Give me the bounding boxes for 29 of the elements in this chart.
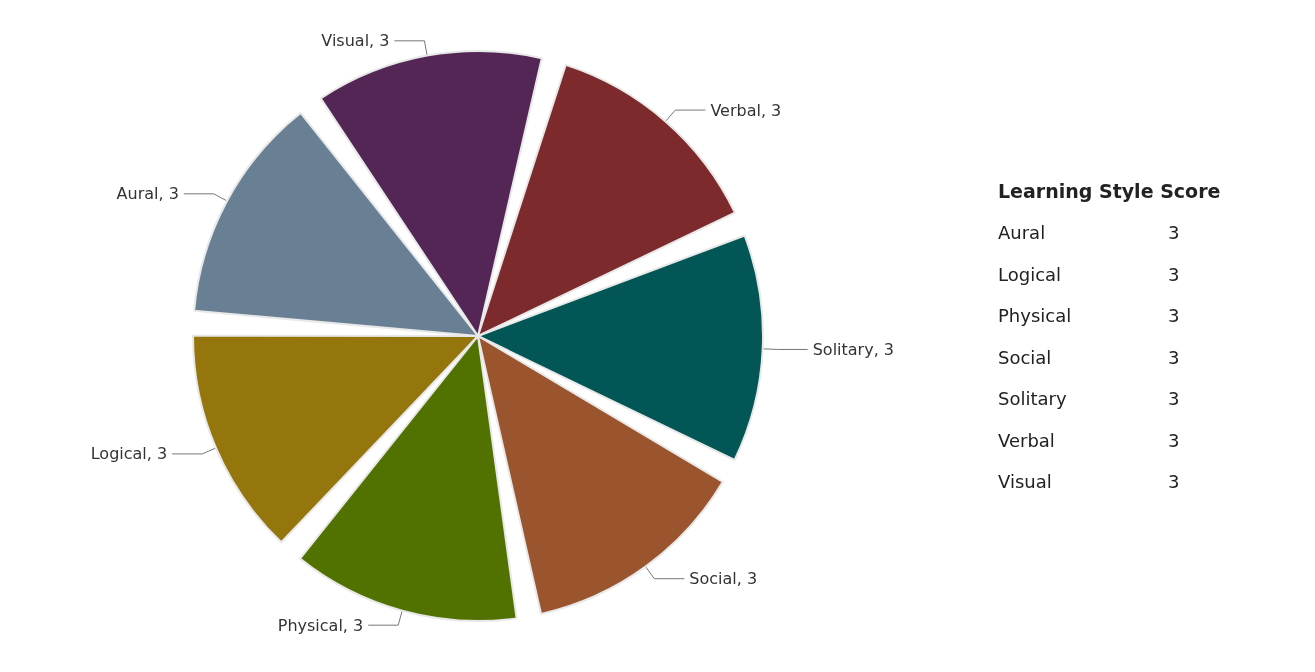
category-label: Physical xyxy=(998,304,1073,329)
data-label: 3 xyxy=(1168,387,1180,412)
data-label: 3 xyxy=(1168,221,1180,246)
data-label: , 3 xyxy=(158,184,179,204)
slice-label: Aural xyxy=(116,184,159,204)
category-label: Aural xyxy=(998,221,1047,246)
slice-label: Solitary xyxy=(812,339,874,359)
category-label: Logical xyxy=(998,262,1063,287)
data-label: , 3 xyxy=(760,100,782,120)
data-label: , 3 xyxy=(873,339,895,359)
slice-label: Logical xyxy=(90,444,147,464)
slice-label: Social xyxy=(689,569,737,589)
category-label: Solitary xyxy=(998,387,1068,412)
slice-label: Verbal xyxy=(710,100,761,120)
data-label: , 3 xyxy=(342,615,364,635)
data-label: 3 xyxy=(1168,345,1180,370)
data-label: 3 xyxy=(1168,304,1180,329)
slice-label: Physical xyxy=(277,615,343,635)
data-label: 3 xyxy=(1168,262,1180,287)
data-label: , 3 xyxy=(369,31,390,51)
data-label: , 3 xyxy=(146,444,168,464)
slice-label: Visual xyxy=(321,31,370,51)
category-label: Visual xyxy=(998,470,1053,495)
category-label: Verbal xyxy=(998,428,1056,453)
data-label: , 3 xyxy=(736,569,758,589)
data-label: 3 xyxy=(1168,428,1180,453)
category-label: Social xyxy=(998,345,1053,370)
data-label: 3 xyxy=(1168,470,1180,495)
text: Learning Style Score xyxy=(998,180,1222,202)
